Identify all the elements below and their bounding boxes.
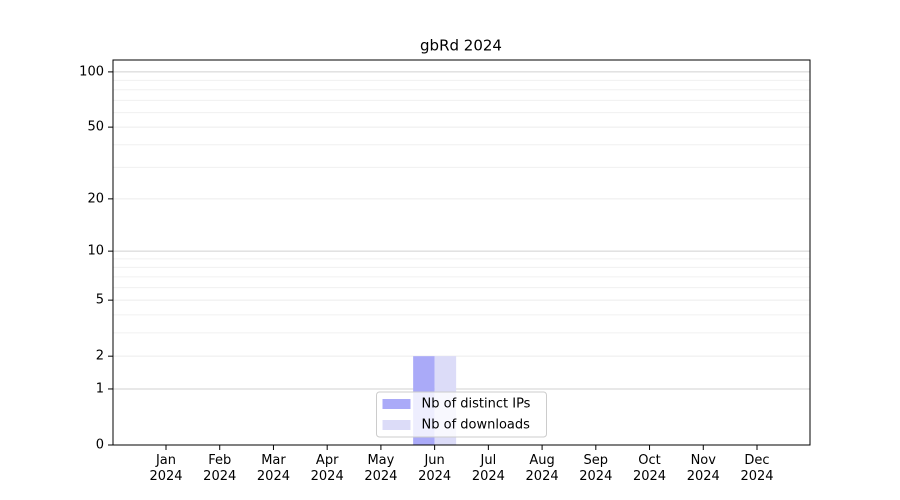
y-tick-label: 0 [96, 438, 104, 453]
x-tick-label: Sep 2024 [579, 453, 613, 484]
y-tick-label: 1 [96, 381, 104, 396]
x-tick-label: Nov 2024 [686, 453, 720, 484]
x-tick-label: Jan 2024 [149, 453, 183, 484]
legend-box [376, 391, 547, 438]
y-tick-label: 2 [96, 349, 104, 364]
x-tick-label: Dec 2024 [740, 453, 774, 484]
y-tick-label: 10 [87, 244, 104, 259]
plot-frame [112, 59, 811, 446]
x-tick-label: Oct 2024 [632, 453, 667, 484]
legend-label: Nb of distinct IPs [422, 397, 531, 412]
legend-label: Nb of downloads [422, 418, 531, 433]
x-tick-label: Jul 2024 [471, 453, 505, 484]
x-tick-label: Aug 2024 [525, 453, 559, 484]
x-tick-label: Jun 2024 [418, 453, 452, 484]
y-tick-label: 5 [96, 293, 104, 308]
x-tick-label: May 2024 [364, 453, 398, 484]
legend-swatch [382, 420, 411, 430]
x-tick-label: Feb 2024 [203, 453, 237, 484]
legend-swatch [382, 399, 411, 409]
y-tick-label: 50 [87, 120, 104, 135]
x-tick-label: Apr 2024 [310, 453, 344, 484]
legend: Nb of distinct IPs Nb of downloads [376, 391, 547, 438]
y-tick-label: 100 [79, 64, 104, 79]
y-tick-label: 20 [87, 191, 104, 206]
x-tick-label: Mar 2024 [256, 453, 290, 484]
chart-title: gbRd 2024 [420, 37, 502, 55]
grid [113, 71, 810, 446]
